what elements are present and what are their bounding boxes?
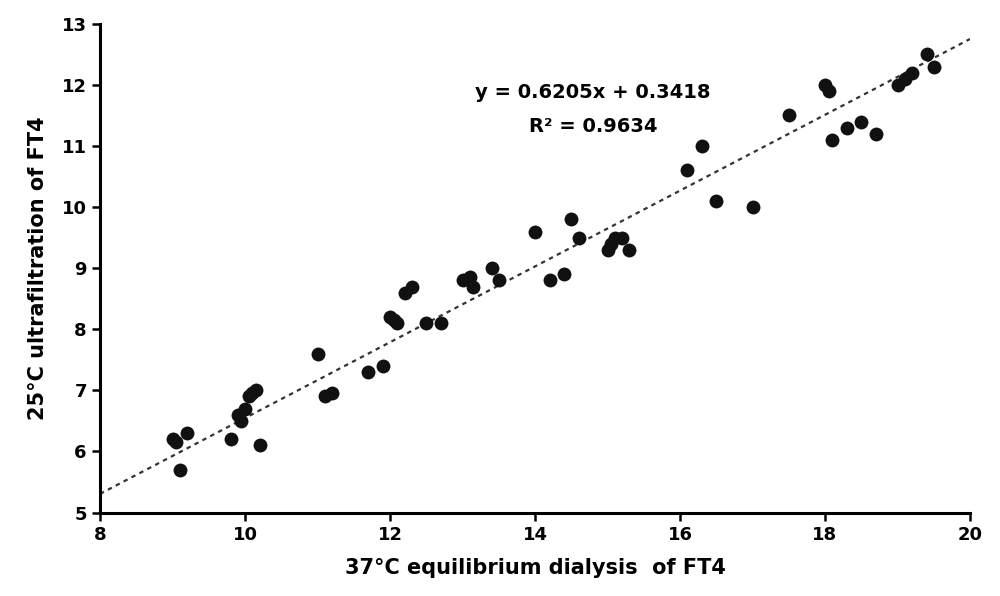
Point	[824, 135, 840, 145]
Point	[310, 349, 326, 359]
Point	[230, 410, 246, 420]
Point	[607, 233, 623, 243]
Point	[781, 111, 797, 120]
Point	[233, 416, 249, 426]
Point	[708, 196, 724, 206]
Y-axis label: 25°C ultrafiltration of FT4: 25°C ultrafiltration of FT4	[28, 116, 48, 420]
Point	[904, 68, 920, 77]
Point	[890, 80, 906, 90]
Point	[324, 389, 340, 398]
Point	[563, 215, 579, 224]
Point	[465, 282, 481, 291]
Point	[600, 245, 616, 254]
Point	[527, 227, 543, 237]
Point	[817, 80, 833, 90]
Point	[389, 318, 405, 328]
Point	[839, 123, 855, 132]
Point	[868, 129, 884, 139]
Point	[491, 275, 507, 285]
Text: R² = 0.9634: R² = 0.9634	[529, 117, 657, 136]
Point	[454, 275, 471, 285]
Point	[241, 392, 257, 401]
Point	[375, 361, 391, 371]
Point	[621, 245, 637, 254]
Point	[694, 141, 710, 151]
Point	[462, 272, 478, 282]
Point	[853, 117, 869, 126]
Point	[484, 263, 500, 273]
Point	[168, 437, 184, 447]
Point	[542, 275, 558, 285]
Point	[918, 49, 934, 59]
Point	[433, 318, 449, 328]
Point	[222, 434, 239, 444]
X-axis label: 37°C equilibrium dialysis  of FT4: 37°C equilibrium dialysis of FT4	[345, 558, 725, 578]
Point	[244, 389, 260, 398]
Point	[164, 434, 181, 444]
Point	[570, 233, 586, 243]
Point	[252, 440, 268, 450]
Point	[317, 392, 333, 401]
Point	[418, 318, 434, 328]
Point	[679, 166, 695, 175]
Point	[386, 315, 402, 325]
Point	[897, 74, 913, 83]
Point	[396, 288, 413, 297]
Text: y = 0.6205x + 0.3418: y = 0.6205x + 0.3418	[475, 83, 711, 102]
Point	[821, 86, 837, 96]
Point	[556, 269, 572, 279]
Point	[404, 282, 420, 291]
Point	[603, 239, 619, 249]
Point	[614, 233, 630, 243]
Point	[744, 203, 761, 212]
Point	[382, 312, 398, 322]
Point	[360, 367, 376, 377]
Point	[172, 465, 188, 474]
Point	[237, 404, 253, 414]
Point	[248, 386, 264, 395]
Point	[926, 62, 942, 72]
Point	[179, 429, 195, 438]
